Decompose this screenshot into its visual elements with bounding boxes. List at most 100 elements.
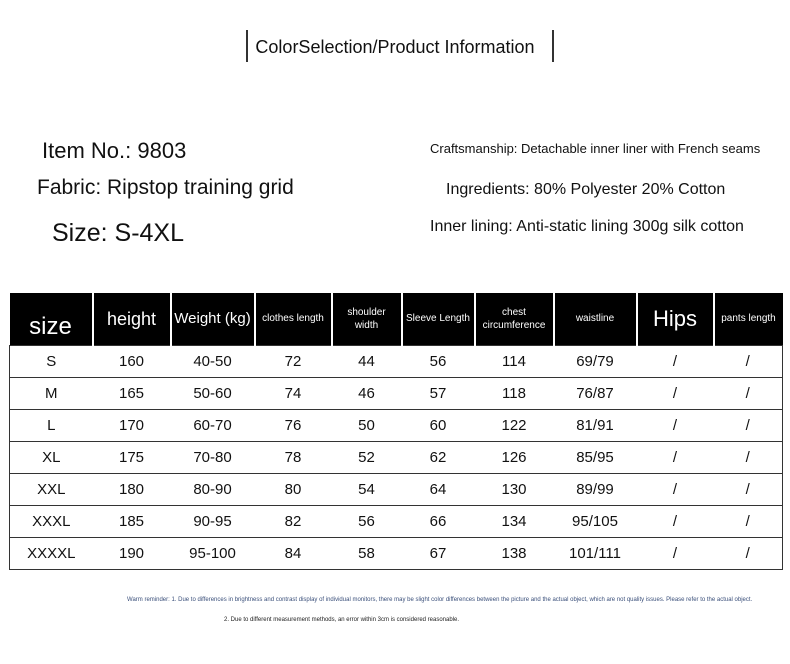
note: 2. Due to different measurement methods,… bbox=[224, 617, 460, 623]
table-cell: 70-80 bbox=[170, 441, 255, 474]
table-cell: 67 bbox=[401, 537, 475, 570]
column-header: waistline bbox=[552, 293, 637, 346]
inner-lining: Inner lining: Anti-static lining 300g si… bbox=[430, 218, 744, 235]
column-header: clothes length bbox=[253, 293, 332, 346]
column-header: size bbox=[9, 293, 93, 346]
table-cell: 180 bbox=[92, 473, 171, 506]
table-cell: 185 bbox=[92, 505, 171, 538]
table-cell: 60 bbox=[401, 409, 475, 442]
table-cell: 58 bbox=[331, 537, 402, 570]
table-cell: / bbox=[713, 377, 783, 410]
table-cell: 76/87 bbox=[553, 377, 637, 410]
table-cell: 80-90 bbox=[170, 473, 255, 506]
table-cell: 78 bbox=[254, 441, 332, 474]
column-header: Hips bbox=[635, 293, 714, 346]
table-cell: XXXL bbox=[9, 505, 93, 538]
table-cell: 64 bbox=[401, 473, 475, 506]
table-cell: 60-70 bbox=[170, 409, 255, 442]
table-cell: 190 bbox=[92, 537, 171, 570]
table-cell: XXL bbox=[9, 473, 93, 506]
table-cell: 101/111 bbox=[553, 537, 637, 570]
table-cell: 66 bbox=[401, 505, 475, 538]
table-cell: / bbox=[636, 345, 714, 378]
table-cell: 52 bbox=[331, 441, 402, 474]
table-cell: 114 bbox=[474, 345, 554, 378]
table-cell: 134 bbox=[474, 505, 554, 538]
table-cell: 40-50 bbox=[170, 345, 255, 378]
table-cell: M bbox=[9, 377, 93, 410]
table-cell: 44 bbox=[331, 345, 402, 378]
divider bbox=[552, 30, 554, 62]
table-cell: 56 bbox=[401, 345, 475, 378]
table-cell: 95-100 bbox=[170, 537, 255, 570]
table-row: M 165 50-60 74 46 57 118 76/87// bbox=[9, 377, 783, 410]
table-cell: 72 bbox=[254, 345, 332, 378]
table-cell: / bbox=[713, 409, 783, 442]
table-cell: 56 bbox=[331, 505, 402, 538]
fabric: Fabric: Ripstop training grid bbox=[37, 176, 294, 199]
table-cell: 175 bbox=[92, 441, 171, 474]
table-cell: 81/91 bbox=[553, 409, 637, 442]
item-no: Item No.: 9803 bbox=[42, 138, 187, 163]
table-cell: S bbox=[9, 345, 93, 378]
size-range: Size: S-4XL bbox=[52, 219, 185, 247]
title: ColorSelection/Product Information bbox=[255, 37, 535, 57]
column-header: shoulder width bbox=[330, 293, 402, 346]
table-cell: L bbox=[9, 409, 93, 442]
table-row: L 170 60-70 76 50 60 122 81/91// bbox=[9, 409, 783, 442]
table-cell: / bbox=[713, 473, 783, 506]
table-cell: / bbox=[636, 505, 714, 538]
table-cell: / bbox=[636, 473, 714, 506]
table-cell: 138 bbox=[474, 537, 554, 570]
note: Warm reminder: 1. Due to differences in … bbox=[127, 597, 753, 603]
table-cell: / bbox=[713, 441, 783, 474]
table-cell: 57 bbox=[401, 377, 475, 410]
craftsmanship: Craftsmanship: Detachable inner liner wi… bbox=[430, 141, 761, 156]
column-header: height bbox=[91, 293, 171, 346]
table-cell: / bbox=[636, 377, 714, 410]
table-cell: / bbox=[713, 537, 783, 570]
table-row: XXXL 185 90-95 82 56 66 134 95/105// bbox=[9, 505, 783, 538]
table-cell: / bbox=[713, 505, 783, 538]
table-cell: / bbox=[636, 537, 714, 570]
table-cell: 130 bbox=[474, 473, 554, 506]
table-cell: 160 bbox=[92, 345, 171, 378]
column-header: chest circumference bbox=[473, 293, 554, 346]
table-row: XXL 180 80-90 80 54 64 130 89/99// bbox=[9, 473, 783, 506]
table-cell: 122 bbox=[474, 409, 554, 442]
table-cell: / bbox=[636, 409, 714, 442]
table-cell: 165 bbox=[92, 377, 171, 410]
table-cell: 170 bbox=[92, 409, 171, 442]
table-row: XL 175 70-80 78 52 62 126 85/95// bbox=[9, 441, 783, 474]
size-table: size height Weight (kg) clothes length shoul… bbox=[9, 293, 783, 570]
table-cell: 62 bbox=[401, 441, 475, 474]
table-cell: 95/105 bbox=[553, 505, 637, 538]
column-header: Weight (kg) bbox=[169, 293, 255, 346]
table-cell: 74 bbox=[254, 377, 332, 410]
column-header: pants length bbox=[712, 293, 783, 346]
table-cell: / bbox=[636, 441, 714, 474]
table-cell: 118 bbox=[474, 377, 554, 410]
table-row: XXXXL 190 95-100 84 58 67 138 101/111// bbox=[9, 537, 783, 570]
table-cell: / bbox=[713, 345, 783, 378]
table-cell: 84 bbox=[254, 537, 332, 570]
table-cell: XL bbox=[9, 441, 93, 474]
table-cell: 69/79 bbox=[553, 345, 637, 378]
table-cell: XXXXL bbox=[9, 537, 93, 570]
table-row: S 160 40-50 72 44 56 114 69/79// bbox=[9, 345, 783, 378]
table-cell: 85/95 bbox=[553, 441, 637, 474]
table-cell: 80 bbox=[254, 473, 332, 506]
table-cell: 89/99 bbox=[553, 473, 637, 506]
divider bbox=[246, 30, 248, 62]
table-cell: 50-60 bbox=[170, 377, 255, 410]
table-cell: 54 bbox=[331, 473, 402, 506]
table-cell: 50 bbox=[331, 409, 402, 442]
header-row: size height Weight (kg) clothes length shoul… bbox=[9, 293, 783, 346]
ingredients: Ingredients: 80% Polyester 20% Cotton bbox=[446, 181, 726, 198]
column-header: Sleeve Length bbox=[400, 293, 475, 346]
table-cell: 126 bbox=[474, 441, 554, 474]
table-cell: 76 bbox=[254, 409, 332, 442]
table-cell: 82 bbox=[254, 505, 332, 538]
table-cell: 46 bbox=[331, 377, 402, 410]
